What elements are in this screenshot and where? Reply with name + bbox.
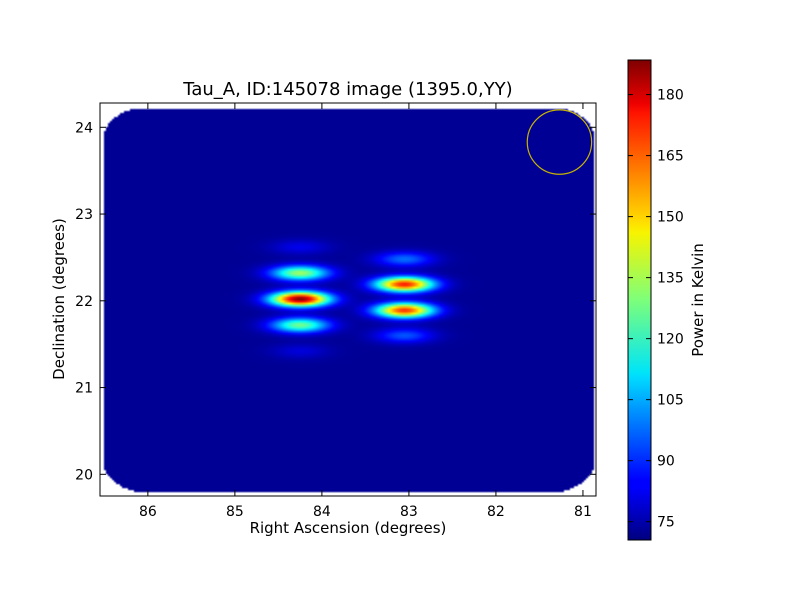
colorbar-label: Power in Kelvin bbox=[689, 243, 707, 357]
x-tick-label: 84 bbox=[313, 504, 331, 520]
x-tick-label: 82 bbox=[487, 504, 505, 520]
beam-circle bbox=[526, 109, 593, 175]
y-axis-label: Declination (degrees) bbox=[50, 218, 68, 380]
x-axis-label: Right Ascension (degrees) bbox=[250, 519, 447, 537]
y-tick-label: 22 bbox=[75, 294, 93, 310]
y-tick-label: 23 bbox=[75, 207, 93, 223]
plot-frame bbox=[99, 102, 597, 497]
chart-title: Tau_A, ID:145078 image (1395.0,YY) bbox=[182, 79, 512, 100]
colorbar-frame bbox=[627, 59, 652, 541]
colorbar-ticks: 75 90 105 120 135 150 165 180 bbox=[628, 88, 684, 531]
colorbar-tick-label: 75 bbox=[657, 515, 675, 531]
colorbar-tick-label: 120 bbox=[657, 332, 684, 348]
heatmap-image bbox=[100, 103, 596, 496]
x-ticks: 86 85 84 83 82 81 bbox=[139, 103, 592, 520]
colorbar-tick-label: 90 bbox=[657, 454, 675, 470]
colorbar-tick-label: 165 bbox=[657, 149, 684, 165]
x-tick-label: 83 bbox=[400, 504, 418, 520]
colorbar: 75 90 105 120 135 150 165 180 Power in Kelvin bbox=[627, 59, 707, 541]
colorbar-tick-label: 180 bbox=[657, 88, 684, 104]
plot-area: 86 85 84 83 82 81 20 21 22 23 24 bbox=[75, 102, 597, 520]
colorbar-tick-label: 150 bbox=[657, 210, 684, 226]
y-tick-label: 21 bbox=[75, 381, 93, 397]
x-tick-label: 86 bbox=[139, 504, 157, 520]
colorbar-tick-label: 135 bbox=[657, 271, 684, 287]
colorbar-tick-label: 105 bbox=[657, 393, 684, 409]
y-ticks: 20 21 22 23 24 bbox=[75, 120, 596, 483]
y-tick-label: 20 bbox=[75, 467, 93, 483]
y-tick-label: 24 bbox=[75, 120, 93, 136]
x-tick-label: 85 bbox=[226, 504, 244, 520]
x-tick-label: 81 bbox=[574, 504, 592, 520]
colorbar-gradient bbox=[628, 60, 651, 540]
